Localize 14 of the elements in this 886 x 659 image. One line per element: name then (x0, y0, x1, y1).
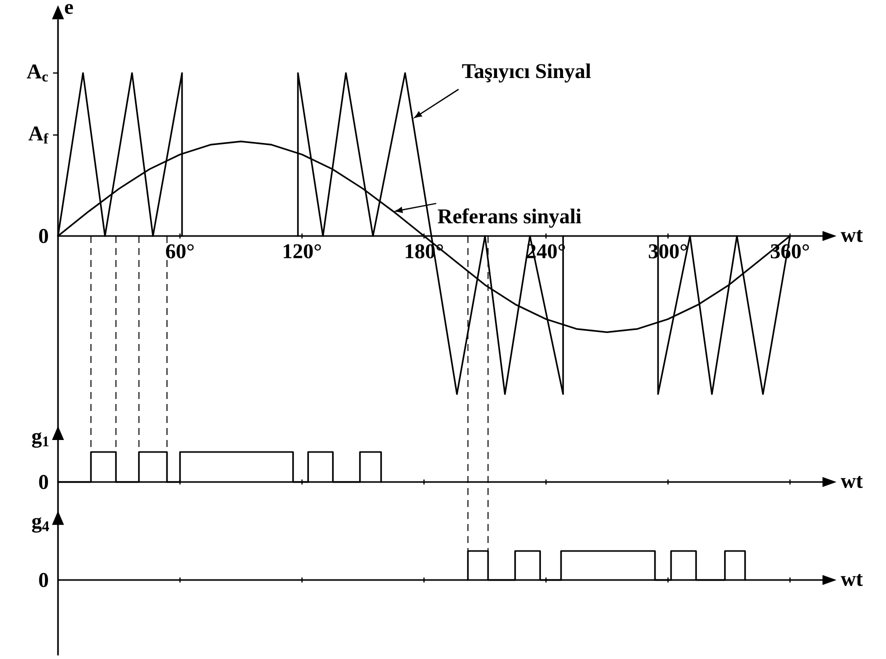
legend-label: Referans sinyali (438, 208, 582, 228)
y-axis-title: g$_{1}$ (32, 432, 49, 448)
text: A$_{f}$ (28, 126, 48, 144)
x-axis-title: wt (840, 476, 863, 488)
x-axis-title: wt (840, 574, 863, 586)
text: 0 (39, 474, 48, 490)
text: Taşıyıcı Sinyal (462, 63, 591, 83)
x-tick-label: 120° (284, 244, 321, 258)
text: 0 (39, 572, 48, 588)
text: 0 (39, 228, 48, 244)
y-axis-title: e (64, 4, 73, 14)
y-axis-title: g$_{4}$ (32, 517, 50, 533)
x-axis-title: wt (840, 230, 863, 242)
text: A$_{c}$ (26, 64, 48, 82)
